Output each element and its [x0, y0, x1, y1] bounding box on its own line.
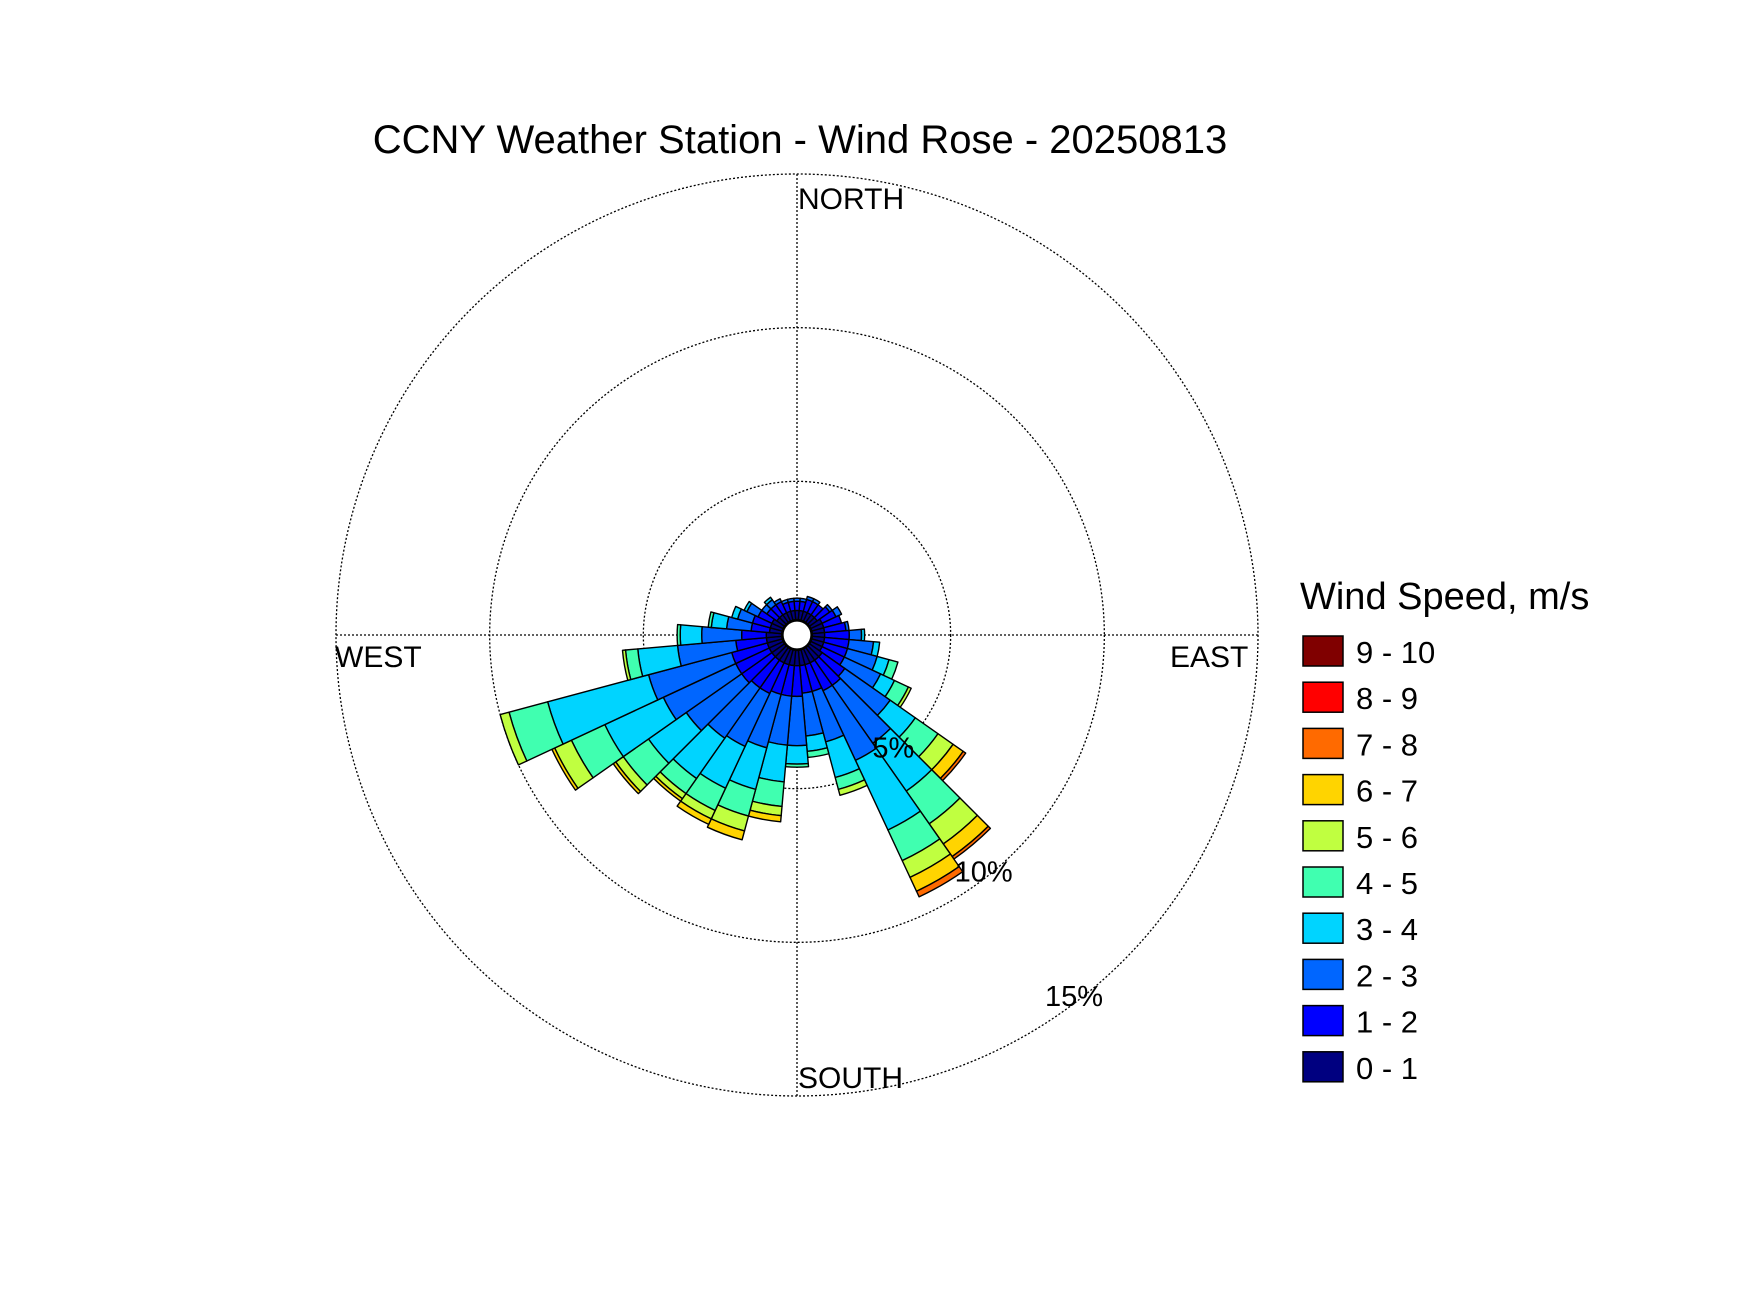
- legend-label-2-3: 2 - 3: [1356, 958, 1418, 993]
- legend-label-4-5: 4 - 5: [1356, 866, 1418, 901]
- wedge-260deg-bin-5-6: [621, 649, 632, 682]
- ring-labels: 5% 10% 15%: [872, 732, 1103, 1013]
- wedge-320deg-bin-3-4: [763, 596, 774, 606]
- legend: Wind Speed, m/s 9 - 10 8 - 9 7 - 8 6 - 7 5 -…: [1300, 576, 1589, 1086]
- calm-center: [781, 619, 813, 651]
- wedge-30deg-bin-2-3: [811, 598, 821, 606]
- wedge-250deg-bin-5-6: [499, 711, 528, 766]
- north-label: NORTH: [798, 183, 904, 216]
- west-label: WEST: [335, 641, 422, 674]
- legend-swatch-1-2: [1302, 1004, 1344, 1037]
- legend-swatch-9-10: [1302, 635, 1344, 667]
- legend-label-9-10: 9 - 10: [1356, 635, 1435, 670]
- wedge-330deg-bin-2-3: [773, 598, 783, 606]
- wedge-180deg-bin-4-5: [784, 762, 810, 768]
- legend-swatch-7-8: [1302, 727, 1344, 760]
- wedge-270deg-bin-4-5: [676, 623, 682, 647]
- legend-label-0-1: 0 - 1: [1356, 1051, 1418, 1086]
- wedge-180deg-bin-3-4: [785, 744, 809, 765]
- grid-ring-5: [642, 480, 952, 790]
- wedge-270deg-bin-3-4: [679, 624, 703, 646]
- wedge-90deg-bin-2-3: [848, 628, 863, 642]
- wedge-0deg-bin-2-3: [793, 597, 801, 603]
- wedge-300deg-bin-3-4: [743, 600, 753, 613]
- wedge-80deg-bin-2-3: [843, 620, 850, 632]
- legend-swatch-8-9: [1302, 681, 1344, 713]
- legend-title: Wind Speed, m/s: [1300, 576, 1589, 618]
- legend-swatch-0-1: [1302, 1051, 1344, 1083]
- calm-circle: [781, 619, 813, 651]
- legend-label-6-7: 6 - 7: [1356, 774, 1418, 809]
- legend-swatch-4-5: [1302, 866, 1344, 898]
- legend-swatch-5-6: [1302, 820, 1344, 852]
- ring-label-5: 5%: [872, 732, 914, 764]
- legend-swatch-3-4: [1302, 912, 1344, 944]
- legend-swatch-2-3: [1302, 958, 1344, 991]
- wedge-90deg-bin-3-4: [860, 628, 866, 642]
- wedge-350deg-bin-2-3: [786, 597, 795, 604]
- legend-label-3-4: 3 - 4: [1356, 912, 1418, 947]
- wedge-60deg-bin-2-3: [831, 606, 843, 618]
- wedge-200deg-bin-6-7: [706, 818, 746, 841]
- wedge-210deg-bin-6-7: [676, 800, 712, 826]
- chart-title: CCNY Weather Station - Wind Rose - 20250…: [373, 118, 1228, 162]
- wedge-160deg-bin-5-6: [837, 779, 868, 797]
- ring-label-10: 10%: [955, 857, 1013, 889]
- south-label: SOUTH: [798, 1062, 903, 1095]
- legend-swatch-6-7: [1302, 773, 1344, 806]
- wedge-280deg-bin-4-5: [707, 611, 715, 629]
- wedge-150deg-bin-7-8: [915, 865, 964, 898]
- legend-label-5-6: 5 - 6: [1356, 820, 1418, 855]
- legend-label-7-8: 7 - 8: [1356, 727, 1418, 762]
- legend-items: 9 - 10 8 - 9 7 - 8 6 - 7 5 - 6 4 - 5 3 - 4 2 - …: [1302, 635, 1435, 1086]
- legend-label-1-2: 1 - 2: [1356, 1005, 1418, 1040]
- wedge-290deg-bin-3-4: [730, 605, 742, 620]
- ring-label-15: 15%: [1045, 981, 1103, 1013]
- legend-label-8-9: 8 - 9: [1356, 681, 1418, 716]
- east-label: EAST: [1170, 641, 1248, 674]
- wind-rose-wedges: [499, 595, 992, 898]
